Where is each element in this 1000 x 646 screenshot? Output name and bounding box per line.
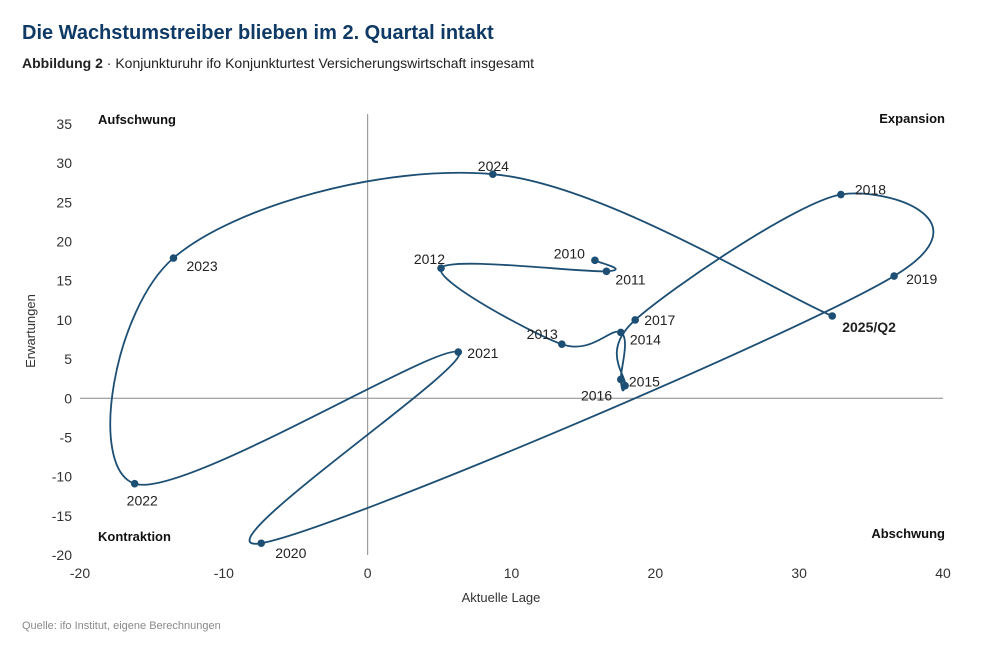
marks-layer: 2010 2011 2012 2013 2014 2015 2016 2017 2018 2019… <box>127 158 938 561</box>
subtitle-separator: · <box>102 55 116 71</box>
subtitle-text: Konjunkturuhr ifo Konjunkturtest Versich… <box>115 55 534 71</box>
point-label: 2013 <box>527 326 558 342</box>
x-tick-label: 0 <box>364 565 372 581</box>
y-tick-label: 35 <box>56 116 72 132</box>
x-axis-label: Aktuelle Lage <box>462 590 541 605</box>
data-point-2012 <box>437 264 445 272</box>
point-label: 2025/Q2 <box>842 319 896 335</box>
point-label: 2024 <box>478 158 509 174</box>
y-tick-label: 10 <box>56 312 72 328</box>
figure-number: Abbildung 2 <box>22 55 103 71</box>
x-tick-label: -20 <box>70 565 90 581</box>
point-label: 2016 <box>581 388 612 404</box>
y-tick-label: -15 <box>52 508 72 524</box>
data-point-2015 <box>617 375 625 384</box>
point-label: 2019 <box>906 271 937 287</box>
data-point-2022 <box>130 479 139 488</box>
konjunkturuhr-line <box>109 171 935 545</box>
curve-layer <box>109 171 935 545</box>
data-point-2013 <box>558 340 566 349</box>
x-tick-label: 10 <box>504 565 520 581</box>
x-tick-label: -10 <box>214 565 234 581</box>
y-tick-label: 25 <box>56 194 72 210</box>
data-point-2023 <box>169 254 178 262</box>
x-tick-label: 40 <box>935 565 951 581</box>
quadrant-label-bottom-left: Kontraktion <box>98 529 171 544</box>
y-tick-label: -10 <box>52 469 72 485</box>
point-label: 2017 <box>644 312 675 328</box>
y-tick-label: 15 <box>56 273 72 289</box>
point-label: 2011 <box>615 271 645 287</box>
quadrant-label-top-right: Expansion <box>879 111 945 126</box>
chart-title: Die Wachstumstreiber blieben im 2. Quart… <box>22 22 494 44</box>
x-tick-label: 30 <box>791 565 807 581</box>
data-point-2019 <box>890 272 898 280</box>
data-point-2016 <box>621 381 629 390</box>
data-point-2017 <box>631 316 639 324</box>
y-tick-label: 5 <box>64 351 72 367</box>
x-tick-label: 20 <box>648 565 664 581</box>
point-label: 2010 <box>554 245 585 261</box>
y-tick-label: 30 <box>56 155 72 171</box>
data-point-2010 <box>591 256 599 265</box>
data-point-2020 <box>257 539 266 548</box>
point-label: 2020 <box>275 545 306 561</box>
point-label: 2023 <box>186 258 217 274</box>
data-point-2014 <box>617 328 625 337</box>
quadrant-label-bottom-right: Abschwung <box>871 526 945 541</box>
data-point-2021 <box>454 348 463 356</box>
y-tick-label: 0 <box>64 390 72 406</box>
data-point-2025-q2 <box>828 312 837 320</box>
data-point-2024 <box>489 170 497 178</box>
point-label: 2021 <box>467 345 498 361</box>
point-label: 2015 <box>629 373 660 389</box>
point-label: 2012 <box>414 251 445 267</box>
point-label: 2014 <box>630 331 661 347</box>
data-point-2018 <box>837 190 845 199</box>
y-tick-label: 20 <box>56 234 72 250</box>
chart-subtitle: Abbildung 2 · Konjunkturuhr ifo Konjunkt… <box>22 55 534 71</box>
point-label: 2022 <box>127 493 158 509</box>
y-tick-label: -5 <box>60 429 73 445</box>
source-note: Quelle: ifo Institut, eigene Berechnunge… <box>22 620 221 632</box>
y-axis-label: Erwartungen <box>23 294 38 368</box>
quadrant-label-top-left: Aufschwung <box>98 112 176 127</box>
data-point-2011 <box>602 267 611 276</box>
y-tick-label: -20 <box>52 547 72 563</box>
point-label: 2018 <box>855 182 886 198</box>
